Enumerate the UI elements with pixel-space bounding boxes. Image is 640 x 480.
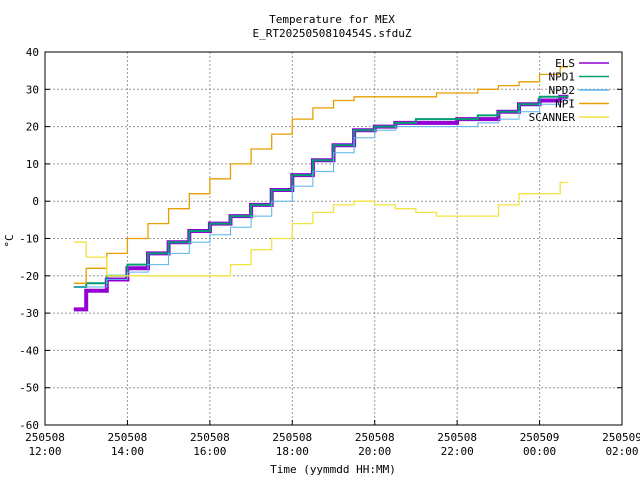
legend-label: NPI (555, 98, 575, 111)
y-tick-label: 10 (26, 158, 39, 171)
y-tick-label: 40 (26, 46, 39, 59)
y-tick-label: -30 (19, 307, 39, 320)
y-tick-label: 0 (32, 195, 39, 208)
legend-label: NPD2 (549, 84, 576, 97)
legend-label: ELS (555, 57, 575, 70)
y-tick-label: -20 (19, 270, 39, 283)
legend-label: NPD1 (549, 71, 576, 84)
x-tick-date: 250508 (355, 431, 395, 444)
x-tick-date: 250508 (437, 431, 477, 444)
x-tick-time: 18:00 (276, 445, 309, 458)
x-tick-date: 250509 (520, 431, 560, 444)
x-tick-date: 250508 (108, 431, 148, 444)
x-tick-date: 250508 (272, 431, 312, 444)
series-line-els (73, 94, 569, 312)
x-tick-time: 00:00 (523, 445, 556, 458)
y-tick-label: -10 (19, 233, 39, 246)
legend-label: SCANNER (529, 111, 576, 124)
x-tick-date: 250508 (190, 431, 230, 444)
y-tick-label: -40 (19, 344, 39, 357)
y-tick-label: -50 (19, 382, 39, 395)
plot-area (73, 66, 569, 312)
x-tick-time: 02:00 (605, 445, 638, 458)
x-tick-time: 22:00 (441, 445, 474, 458)
series-line-scanner (73, 181, 569, 277)
chart-title: Temperature for MEX (269, 13, 395, 26)
y-axis-label: °C (3, 234, 16, 247)
x-tick-time: 14:00 (111, 445, 144, 458)
x-tick-date: 250509 (602, 431, 640, 444)
y-tick-label: 20 (26, 121, 39, 134)
chart-subtitle: E_RT2025050810454S.sfduZ (253, 27, 412, 40)
plot-frame (44, 51, 623, 426)
series-line-npd2 (73, 100, 569, 288)
series-line-npd1 (73, 95, 569, 288)
x-tick-time: 20:00 (358, 445, 391, 458)
x-axis-label: Time (yymmdd HH:MM) (270, 463, 396, 476)
y-tick-label: 30 (26, 83, 39, 96)
y-tick-label: -60 (19, 419, 39, 432)
x-tick-date: 250508 (25, 431, 65, 444)
x-tick-time: 12:00 (28, 445, 61, 458)
axis-ticks: -60-50-40-30-20-1001020304025050812:0025… (19, 46, 640, 458)
x-tick-time: 16:00 (193, 445, 226, 458)
series-line-npi (73, 66, 569, 284)
